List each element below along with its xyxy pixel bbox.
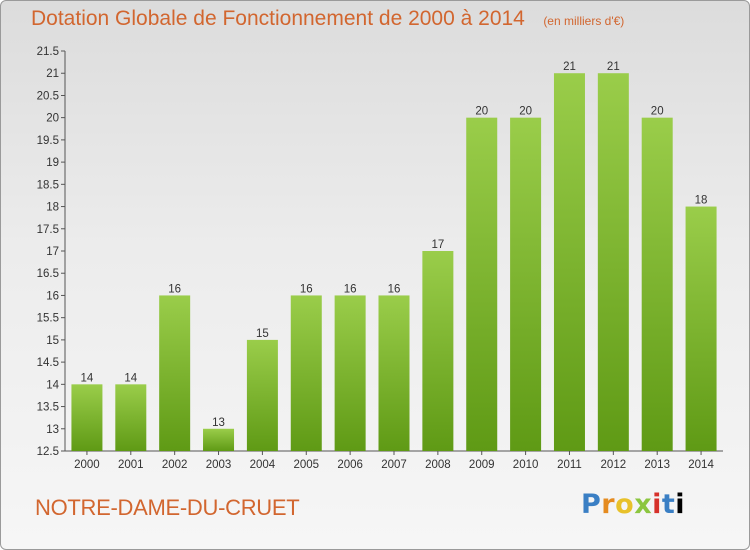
bar-value-labels: 14 14 16 13 15 16 16 16 17 20 20 21 21 20 18 xyxy=(81,61,708,429)
y-tick-label: 16.5 xyxy=(37,268,59,280)
bar-value-label: 20 xyxy=(519,106,532,118)
y-tick-label: 18 xyxy=(46,202,59,214)
brand-letter: x xyxy=(634,489,653,520)
y-tick-label: 19 xyxy=(46,157,59,169)
bar-series xyxy=(71,73,717,452)
bar xyxy=(290,295,322,451)
bar xyxy=(466,117,498,452)
x-tick-label: 2011 xyxy=(557,459,582,471)
y-tick-label: 14.5 xyxy=(37,357,59,369)
bar-value-label: 16 xyxy=(300,283,313,295)
x-tick-label: 2009 xyxy=(469,459,495,471)
bar xyxy=(71,384,103,451)
bar xyxy=(115,384,147,451)
x-tick-label: 2008 xyxy=(425,459,451,471)
bar-value-label: 20 xyxy=(475,106,488,118)
brand-letter: o xyxy=(615,489,635,520)
bar-value-label: 16 xyxy=(344,283,357,295)
chart-unit: (en milliers d'€) xyxy=(543,14,625,28)
bar-value-label: 20 xyxy=(651,106,664,118)
x-tick-label: 2000 xyxy=(74,459,100,471)
bar-value-label: 21 xyxy=(563,61,576,73)
y-tick-label: 16 xyxy=(46,290,59,302)
x-tick-label: 2004 xyxy=(250,459,276,471)
y-tick-label: 20 xyxy=(46,113,59,125)
chart-title: Dotation Globale de Fonctionnement de 20… xyxy=(31,7,525,30)
x-tick-label: 2003 xyxy=(206,459,232,471)
y-tick-label: 14 xyxy=(46,379,59,391)
bar xyxy=(597,73,629,451)
y-tick-label: 15 xyxy=(46,335,59,347)
brand-logo[interactable]: Proxiti xyxy=(581,489,685,520)
bar-value-label: 16 xyxy=(388,283,401,295)
bar xyxy=(685,206,717,451)
commune-name: NOTRE-DAME-DU-CRUET xyxy=(35,495,300,520)
x-tick-label: 2006 xyxy=(337,459,363,471)
y-tick-label: 13 xyxy=(46,424,59,436)
bar-value-label: 16 xyxy=(168,283,181,295)
y-tick-label: 13.5 xyxy=(37,402,59,414)
bar xyxy=(159,295,191,451)
x-tick-label: 2010 xyxy=(513,459,539,471)
x-tick-label: 2014 xyxy=(688,459,714,471)
bar-value-label: 18 xyxy=(695,195,708,207)
bar-value-label: 21 xyxy=(607,61,620,73)
brand-letter: i xyxy=(675,489,686,520)
x-tick-label: 2005 xyxy=(293,459,319,471)
x-axis: 2000 2001 2002 2003 2004 2005 2006 2007 2008 2009… xyxy=(65,450,723,471)
x-tick-label: 2012 xyxy=(601,459,627,471)
brand-letter: i xyxy=(652,489,662,520)
y-tick-label: 12.5 xyxy=(37,446,59,458)
bar-value-label: 14 xyxy=(124,372,137,384)
bar xyxy=(378,295,410,451)
x-tick-label: 2001 xyxy=(118,459,144,471)
bar-value-label: 17 xyxy=(431,239,444,251)
bar xyxy=(422,251,454,451)
y-tick-label: 18.5 xyxy=(37,179,59,191)
y-tick-label: 21 xyxy=(46,68,59,80)
bar xyxy=(641,117,673,452)
title-row: Dotation Globale de Fonctionnement de 20… xyxy=(31,7,624,31)
bar-value-label: 15 xyxy=(256,328,269,340)
y-tick-label: 20.5 xyxy=(37,90,59,102)
y-axis: 12.5 13 13.5 14 14.5 15 15.5 16 16.5 17 17.5 18 18.5… xyxy=(37,46,66,458)
bar-value-label: 14 xyxy=(81,372,94,384)
brand-letter: t xyxy=(661,489,676,520)
y-tick-label: 15.5 xyxy=(37,313,59,325)
bar xyxy=(510,117,542,452)
x-tick-label: 2002 xyxy=(162,459,188,471)
brand-letter: P xyxy=(581,489,602,520)
y-tick-label: 17.5 xyxy=(37,224,59,236)
x-tick-label: 2013 xyxy=(644,459,670,471)
bar xyxy=(203,428,235,451)
bar xyxy=(553,73,585,451)
x-tick-label: 2007 xyxy=(381,459,407,471)
bar xyxy=(246,339,278,451)
y-tick-label: 19.5 xyxy=(37,135,59,147)
brand-letter: r xyxy=(601,489,616,520)
y-tick-label: 17 xyxy=(46,246,59,258)
bar xyxy=(334,295,366,451)
bar-value-label: 13 xyxy=(212,417,225,429)
y-tick-label: 21.5 xyxy=(37,46,59,58)
